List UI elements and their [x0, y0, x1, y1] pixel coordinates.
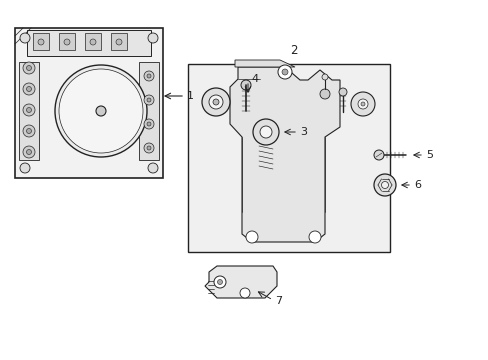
Text: 4: 4	[250, 74, 258, 84]
Circle shape	[148, 33, 158, 43]
Circle shape	[381, 181, 387, 189]
Circle shape	[64, 39, 70, 45]
Circle shape	[240, 288, 249, 298]
Circle shape	[26, 66, 31, 71]
Circle shape	[308, 231, 320, 243]
Bar	[85, 33, 101, 50]
Circle shape	[143, 119, 154, 129]
Text: 3: 3	[299, 127, 306, 137]
Circle shape	[208, 95, 223, 109]
Circle shape	[147, 122, 151, 126]
Circle shape	[23, 125, 35, 137]
Circle shape	[143, 143, 154, 153]
Text: 7: 7	[274, 296, 282, 306]
Circle shape	[217, 279, 222, 284]
Circle shape	[321, 74, 327, 80]
Circle shape	[278, 65, 291, 79]
Circle shape	[202, 88, 229, 116]
Polygon shape	[229, 67, 339, 242]
Circle shape	[357, 99, 367, 109]
Circle shape	[360, 102, 364, 106]
Circle shape	[373, 174, 395, 196]
Circle shape	[116, 39, 122, 45]
Circle shape	[252, 119, 279, 145]
Text: 5: 5	[425, 150, 432, 160]
Polygon shape	[235, 60, 294, 67]
Circle shape	[147, 74, 151, 78]
Circle shape	[20, 163, 30, 173]
Bar	[27, 30, 151, 56]
Circle shape	[319, 89, 329, 99]
Circle shape	[59, 69, 142, 153]
Circle shape	[26, 108, 31, 112]
Circle shape	[245, 231, 258, 243]
Circle shape	[26, 86, 31, 91]
Circle shape	[26, 149, 31, 154]
Circle shape	[26, 129, 31, 134]
Polygon shape	[204, 266, 276, 298]
Text: 6: 6	[413, 180, 420, 190]
Circle shape	[23, 146, 35, 158]
Circle shape	[23, 104, 35, 116]
Bar	[59, 33, 75, 50]
Circle shape	[20, 33, 30, 43]
Bar	[19, 62, 39, 160]
Circle shape	[241, 80, 250, 90]
Circle shape	[350, 92, 374, 116]
Circle shape	[282, 69, 287, 75]
Circle shape	[23, 62, 35, 74]
Circle shape	[90, 39, 96, 45]
Bar	[187, 64, 389, 252]
Text: 1: 1	[186, 91, 194, 101]
Circle shape	[143, 71, 154, 81]
Circle shape	[147, 146, 151, 150]
Bar	[15, 28, 163, 178]
Circle shape	[148, 163, 158, 173]
Circle shape	[23, 83, 35, 95]
Bar	[139, 62, 159, 160]
Bar	[33, 33, 49, 50]
Circle shape	[338, 88, 346, 96]
Circle shape	[214, 276, 225, 288]
Circle shape	[260, 126, 271, 138]
Circle shape	[373, 150, 383, 160]
Circle shape	[213, 99, 219, 105]
Circle shape	[147, 98, 151, 102]
Bar	[111, 33, 127, 50]
Circle shape	[96, 106, 106, 116]
Text: 2: 2	[290, 44, 297, 57]
Circle shape	[38, 39, 44, 45]
Circle shape	[55, 65, 147, 157]
Circle shape	[143, 95, 154, 105]
